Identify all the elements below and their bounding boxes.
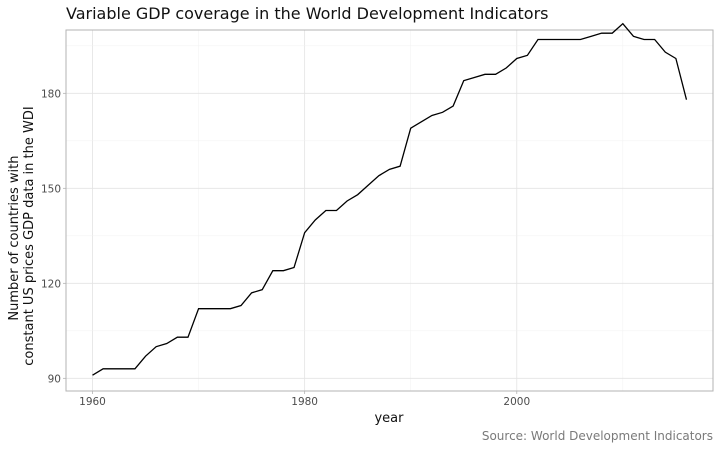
y-tick-label: 150 [41, 183, 61, 195]
y-axis-ticks: 90 120 150 180 [41, 88, 66, 385]
y-axis-title-line-1: Number of countries with [7, 156, 22, 321]
x-tick-label: 1980 [291, 396, 318, 408]
x-axis-ticks: 1960 1980 2000 [79, 391, 530, 408]
caption-source: Source: World Development Indicators [482, 429, 713, 443]
y-tick-label: 120 [41, 278, 61, 290]
x-axis-title: year [374, 411, 404, 426]
y-tick-label: 180 [41, 88, 61, 100]
y-tick-label: 90 [48, 373, 61, 385]
series-line [92, 22, 688, 376]
grid [66, 30, 713, 391]
y-axis-title: Number of countries with constant US pri… [7, 106, 37, 365]
x-tick-label: 1960 [79, 396, 106, 408]
chart-title: Variable GDP coverage in the World Devel… [66, 4, 548, 23]
y-axis-title-line-2: constant US prices GDP data in the WDI [22, 106, 37, 365]
plot-panel-border [65, 29, 714, 392]
x-tick-label: 2000 [503, 396, 530, 408]
